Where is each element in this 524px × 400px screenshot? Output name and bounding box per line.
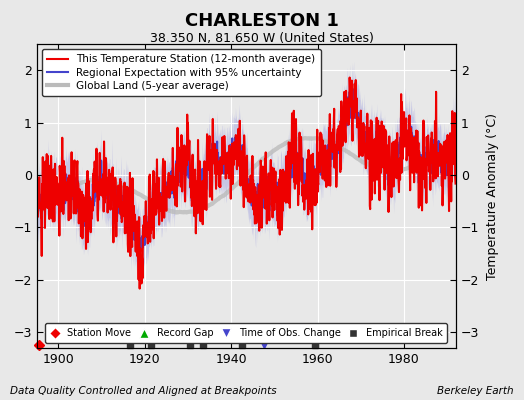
Text: Data Quality Controlled and Aligned at Breakpoints: Data Quality Controlled and Aligned at B… [10, 386, 277, 396]
Legend: Station Move, Record Gap, Time of Obs. Change, Empirical Break: Station Move, Record Gap, Time of Obs. C… [45, 324, 447, 343]
Text: Berkeley Earth: Berkeley Earth [437, 386, 514, 396]
Y-axis label: Temperature Anomaly (°C): Temperature Anomaly (°C) [486, 112, 499, 280]
Text: 38.350 N, 81.650 W (United States): 38.350 N, 81.650 W (United States) [150, 32, 374, 45]
Text: CHARLESTON 1: CHARLESTON 1 [185, 12, 339, 30]
